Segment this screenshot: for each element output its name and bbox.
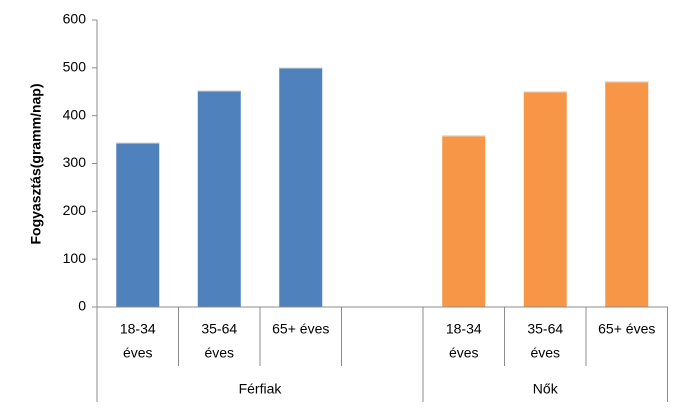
bar-nok-1	[522, 91, 568, 308]
group-label: Férfiak	[239, 381, 283, 397]
bar-ferfiak-2	[278, 67, 324, 308]
category-label: éves	[204, 345, 234, 361]
category-label: 65+ éves	[598, 321, 655, 337]
y-tick-label: 600	[63, 11, 87, 27]
bar-nok-2	[604, 81, 650, 308]
x-axis: 18-34 éves 35-64 éves 65+ éves 18-34 éves 35-64…	[96, 306, 668, 402]
y-tick-label: 0	[78, 298, 86, 314]
bar-ferfiak-1	[196, 90, 242, 308]
y-tick-label: 400	[63, 106, 87, 122]
category-label: 18-34	[120, 321, 156, 337]
category-label: 65+ éves	[272, 321, 329, 337]
category-label: 35-64	[527, 321, 563, 337]
group-label: Nők	[533, 381, 559, 397]
bars	[115, 67, 650, 308]
bar-nok-0	[441, 135, 487, 308]
category-label: éves	[123, 345, 153, 361]
category-label: éves	[449, 345, 479, 361]
category-label: éves	[530, 345, 560, 361]
category-label: 35-64	[201, 321, 237, 337]
y-axis: 0 100 200 300 400 500 600	[63, 11, 98, 314]
y-tick-label: 500	[63, 59, 87, 75]
y-tick-label: 200	[63, 202, 87, 218]
y-tick-label: 300	[63, 154, 87, 170]
category-label: 18-34	[446, 321, 482, 337]
bar-ferfiak-0	[115, 142, 161, 308]
y-tick-label: 100	[63, 250, 87, 266]
y-axis-label: Fogyasztás(gramm/nap)	[28, 83, 44, 244]
